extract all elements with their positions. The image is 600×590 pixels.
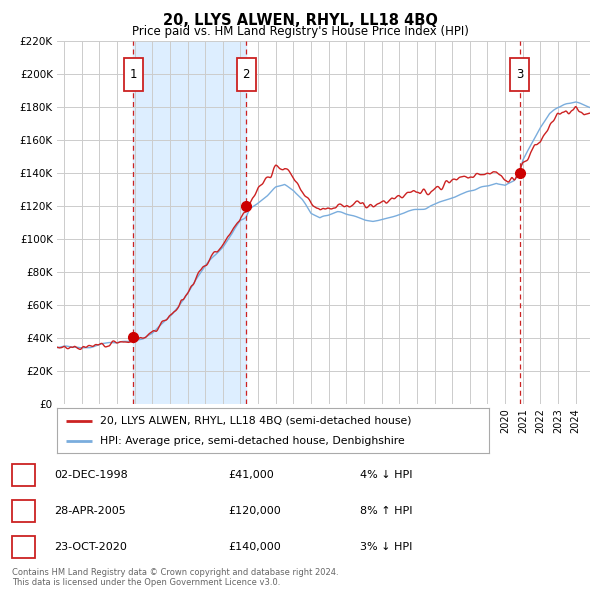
Text: Price paid vs. HM Land Registry's House Price Index (HPI): Price paid vs. HM Land Registry's House … — [131, 25, 469, 38]
Text: 02-DEC-1998: 02-DEC-1998 — [54, 470, 128, 480]
FancyBboxPatch shape — [510, 58, 529, 91]
Text: 23-OCT-2020: 23-OCT-2020 — [54, 542, 127, 552]
Text: 3% ↓ HPI: 3% ↓ HPI — [360, 542, 412, 552]
Text: £140,000: £140,000 — [228, 542, 281, 552]
Text: Contains HM Land Registry data © Crown copyright and database right 2024.: Contains HM Land Registry data © Crown c… — [12, 568, 338, 576]
Text: 4% ↓ HPI: 4% ↓ HPI — [360, 470, 413, 480]
Text: 28-APR-2005: 28-APR-2005 — [54, 506, 126, 516]
Text: HPI: Average price, semi-detached house, Denbighshire: HPI: Average price, semi-detached house,… — [100, 436, 405, 446]
Text: 1: 1 — [130, 68, 137, 81]
Text: 2: 2 — [20, 506, 27, 516]
Text: 20, LLYS ALWEN, RHYL, LL18 4BQ: 20, LLYS ALWEN, RHYL, LL18 4BQ — [163, 13, 437, 28]
Text: 2: 2 — [242, 68, 250, 81]
Bar — [133, 41, 247, 404]
Text: 20, LLYS ALWEN, RHYL, LL18 4BQ (semi-detached house): 20, LLYS ALWEN, RHYL, LL18 4BQ (semi-det… — [100, 416, 412, 425]
FancyBboxPatch shape — [124, 58, 143, 91]
Text: £120,000: £120,000 — [228, 506, 281, 516]
Text: 1: 1 — [20, 470, 27, 480]
FancyBboxPatch shape — [236, 58, 256, 91]
Text: This data is licensed under the Open Government Licence v3.0.: This data is licensed under the Open Gov… — [12, 578, 280, 587]
Text: £41,000: £41,000 — [228, 470, 274, 480]
Text: 3: 3 — [20, 542, 27, 552]
Text: 8% ↑ HPI: 8% ↑ HPI — [360, 506, 413, 516]
Text: 3: 3 — [516, 68, 523, 81]
